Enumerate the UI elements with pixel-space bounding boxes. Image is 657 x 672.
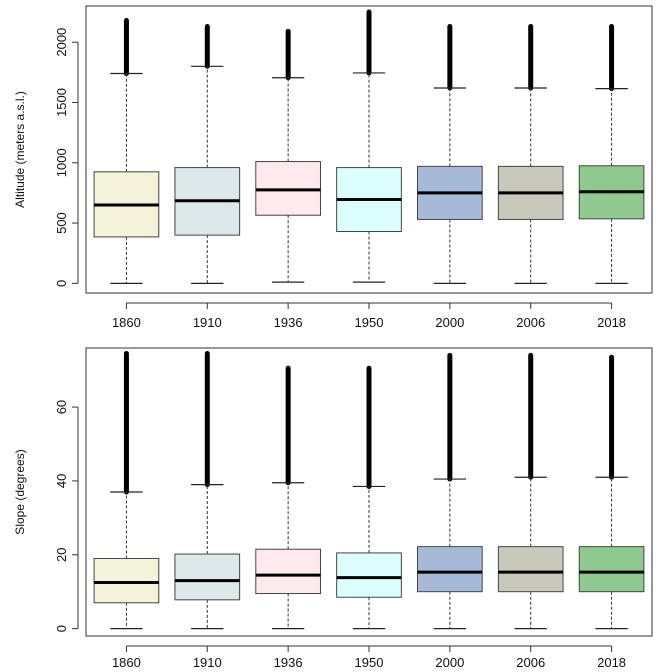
y-tick-label: 500 xyxy=(54,212,69,234)
box-2006 xyxy=(497,352,564,630)
x-tick-label: 2018 xyxy=(597,655,626,670)
y-tick-label: 0 xyxy=(54,625,69,632)
iqr-box xyxy=(497,546,564,593)
iqr-box xyxy=(255,548,321,595)
x-tick-label: 1936 xyxy=(274,655,303,670)
box-1936 xyxy=(255,365,321,630)
iqr-box xyxy=(417,546,483,593)
box-2006 xyxy=(497,24,564,284)
x-tick-label: 1950 xyxy=(355,655,384,670)
box-2018 xyxy=(578,24,645,284)
x-tick-label: 2006 xyxy=(516,315,545,330)
x-tick-label: 1936 xyxy=(274,315,303,330)
box-1910 xyxy=(174,351,241,630)
y-axis-label: Slope (degrees) xyxy=(13,449,27,534)
iqr-box xyxy=(255,161,321,216)
y-tick-label: 1500 xyxy=(54,88,69,117)
y-tick-label: 20 xyxy=(54,548,69,562)
box-1950 xyxy=(336,365,402,630)
box-1936 xyxy=(255,28,321,283)
y-tick-label: 40 xyxy=(54,474,69,488)
iqr-box xyxy=(578,546,645,593)
box-2000 xyxy=(417,352,483,630)
x-tick-label: 1860 xyxy=(112,655,141,670)
chart-panel-1: 0 500 1000 1500 2000 Altitude (meters a.s.l.)… xyxy=(13,5,653,330)
y-tick-label: 2000 xyxy=(54,28,69,57)
chart-panel-2: 0 20 40 60 Slope (degrees) 1860 1910 1936 1950 20… xyxy=(13,347,653,670)
y-tick-label: 0 xyxy=(54,280,69,287)
box-2018 xyxy=(578,354,645,630)
box-2000 xyxy=(417,24,483,284)
box-1950 xyxy=(336,9,402,283)
iqr-box xyxy=(174,553,241,601)
x-tick-label: 1860 xyxy=(112,315,141,330)
box-1910 xyxy=(174,24,241,284)
box-1860 xyxy=(93,351,160,630)
box-1860 xyxy=(93,17,160,284)
iqr-box xyxy=(336,552,402,598)
x-tick-label: 1910 xyxy=(193,655,222,670)
y-axis-label: Altitude (meters a.s.l.) xyxy=(13,91,27,208)
y-tick-label: 1000 xyxy=(54,148,69,177)
plot-frame xyxy=(85,347,653,637)
iqr-box xyxy=(93,557,160,604)
x-tick-label: 2000 xyxy=(435,315,464,330)
x-tick-label: 2018 xyxy=(597,315,626,330)
x-tick-label: 1910 xyxy=(193,315,222,330)
x-tick-label: 1950 xyxy=(355,315,384,330)
x-tick-label: 2000 xyxy=(435,655,464,670)
x-tick-label: 2006 xyxy=(516,655,545,670)
plot-frame xyxy=(85,5,653,294)
y-tick-label: 60 xyxy=(54,400,69,414)
